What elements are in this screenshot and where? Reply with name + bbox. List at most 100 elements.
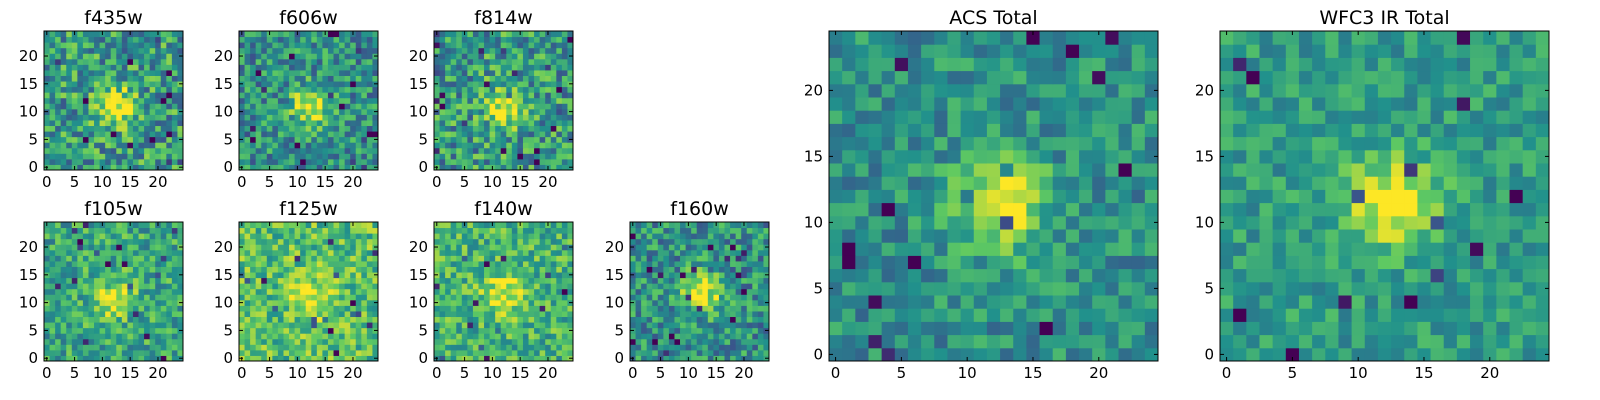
heatmap-cell xyxy=(361,92,368,99)
heatmap-cell xyxy=(713,249,720,256)
heatmap-cell xyxy=(339,97,346,104)
heatmap-cell xyxy=(60,64,67,71)
heatmap-cell xyxy=(350,108,357,115)
heatmap-cell xyxy=(244,338,251,345)
heatmap-cell xyxy=(322,305,329,312)
heatmap-cell xyxy=(630,288,637,295)
heatmap-cell xyxy=(763,349,770,356)
heatmap-cell xyxy=(66,47,73,54)
heatmap-cell xyxy=(171,227,178,234)
heatmap-cell xyxy=(450,288,457,295)
heatmap-cell xyxy=(88,249,95,256)
heatmap-cell xyxy=(450,260,457,267)
heatmap-cell xyxy=(77,288,84,295)
heatmap-cell xyxy=(166,349,173,356)
heatmap-cell xyxy=(545,114,552,121)
heatmap-cell xyxy=(445,131,452,138)
heatmap-cell xyxy=(277,249,284,256)
heatmap-cell xyxy=(1118,347,1133,362)
heatmap-cell xyxy=(261,305,268,312)
heatmap-cell xyxy=(713,305,720,312)
heatmap-cell xyxy=(272,349,279,356)
heatmap-cell xyxy=(707,327,714,334)
heatmap-cell xyxy=(322,349,329,356)
heatmap-cell xyxy=(149,136,156,143)
heatmap-cell xyxy=(250,277,257,284)
heatmap-cell xyxy=(752,222,759,229)
heatmap-cells-f140w xyxy=(434,222,574,362)
heatmap-cell xyxy=(641,316,648,323)
heatmap-cell xyxy=(556,233,563,240)
heatmap-cell xyxy=(250,294,257,301)
heatmap-cell xyxy=(894,176,909,190)
heatmap-cell xyxy=(445,81,452,88)
heatmap-cell xyxy=(244,255,251,262)
heatmap-cell xyxy=(272,97,279,104)
heatmap-cell xyxy=(283,249,290,256)
heatmap-cell xyxy=(561,58,568,65)
heatmap-cell xyxy=(344,283,351,290)
heatmap-cell xyxy=(445,125,452,132)
chart-title: f160w xyxy=(670,198,729,220)
heatmap-cell xyxy=(702,227,709,234)
heatmap-cell xyxy=(261,86,268,93)
heatmap-cell xyxy=(730,327,737,334)
heatmap-cell xyxy=(522,64,530,71)
heatmap-cell xyxy=(517,249,524,256)
heatmap-cell xyxy=(149,266,156,273)
heatmap-cell xyxy=(171,31,178,38)
heatmap-cell xyxy=(361,244,368,251)
heatmap-cell xyxy=(763,227,770,234)
heatmap-cell xyxy=(66,158,73,165)
heatmap-cell xyxy=(534,283,541,290)
heatmap-cell xyxy=(894,255,909,270)
heatmap-cell xyxy=(528,266,535,273)
heatmap-cell xyxy=(55,75,62,82)
heatmap-cell xyxy=(60,305,67,312)
heatmap-cell xyxy=(495,333,502,340)
heatmap-cell xyxy=(155,244,162,251)
heatmap-cell xyxy=(630,333,637,340)
heatmap-cell xyxy=(372,114,379,121)
heatmap-cell xyxy=(467,349,474,356)
heatmap-cell xyxy=(149,108,156,115)
heatmap-cell xyxy=(160,103,167,110)
heatmap-cell xyxy=(155,227,162,234)
heatmap-cell xyxy=(450,75,457,82)
heatmap-cell xyxy=(1026,255,1041,270)
heatmap-cell xyxy=(149,227,156,234)
heatmap-cell xyxy=(500,305,507,312)
heatmap-cell xyxy=(289,108,296,115)
heatmap-cell xyxy=(506,119,513,127)
heatmap-cell xyxy=(166,338,173,345)
heatmap-cell xyxy=(495,81,502,88)
heatmap-cell xyxy=(534,344,541,351)
heatmap-cell xyxy=(707,283,714,290)
heatmap-cell xyxy=(484,349,491,356)
heatmap-cell xyxy=(132,338,140,345)
heatmap-cell xyxy=(305,64,312,71)
heatmap-cell xyxy=(461,266,468,273)
heatmap-cell xyxy=(110,114,117,121)
heatmap-cell xyxy=(82,233,89,240)
heatmap-cell xyxy=(327,294,335,301)
heatmap-cell xyxy=(685,299,692,306)
heatmap-cell xyxy=(277,114,284,121)
heatmap-cell xyxy=(561,355,568,362)
heatmap-cell xyxy=(495,305,502,312)
heatmap-cell xyxy=(741,272,748,279)
heatmap-cell xyxy=(88,136,95,143)
heatmap-cell xyxy=(641,277,648,284)
heatmap-cell xyxy=(894,308,909,322)
heatmap-cell xyxy=(311,310,318,318)
heatmap-cell xyxy=(105,131,112,138)
heatmap-cell xyxy=(355,355,362,362)
heatmap-cell xyxy=(1131,229,1146,243)
heatmap-cell xyxy=(149,260,156,267)
heatmap-cell xyxy=(372,249,379,256)
heatmap-cell xyxy=(366,97,373,104)
heatmap-cell xyxy=(545,119,552,127)
heatmap-cell xyxy=(49,316,56,323)
heatmap-cell xyxy=(434,92,441,99)
